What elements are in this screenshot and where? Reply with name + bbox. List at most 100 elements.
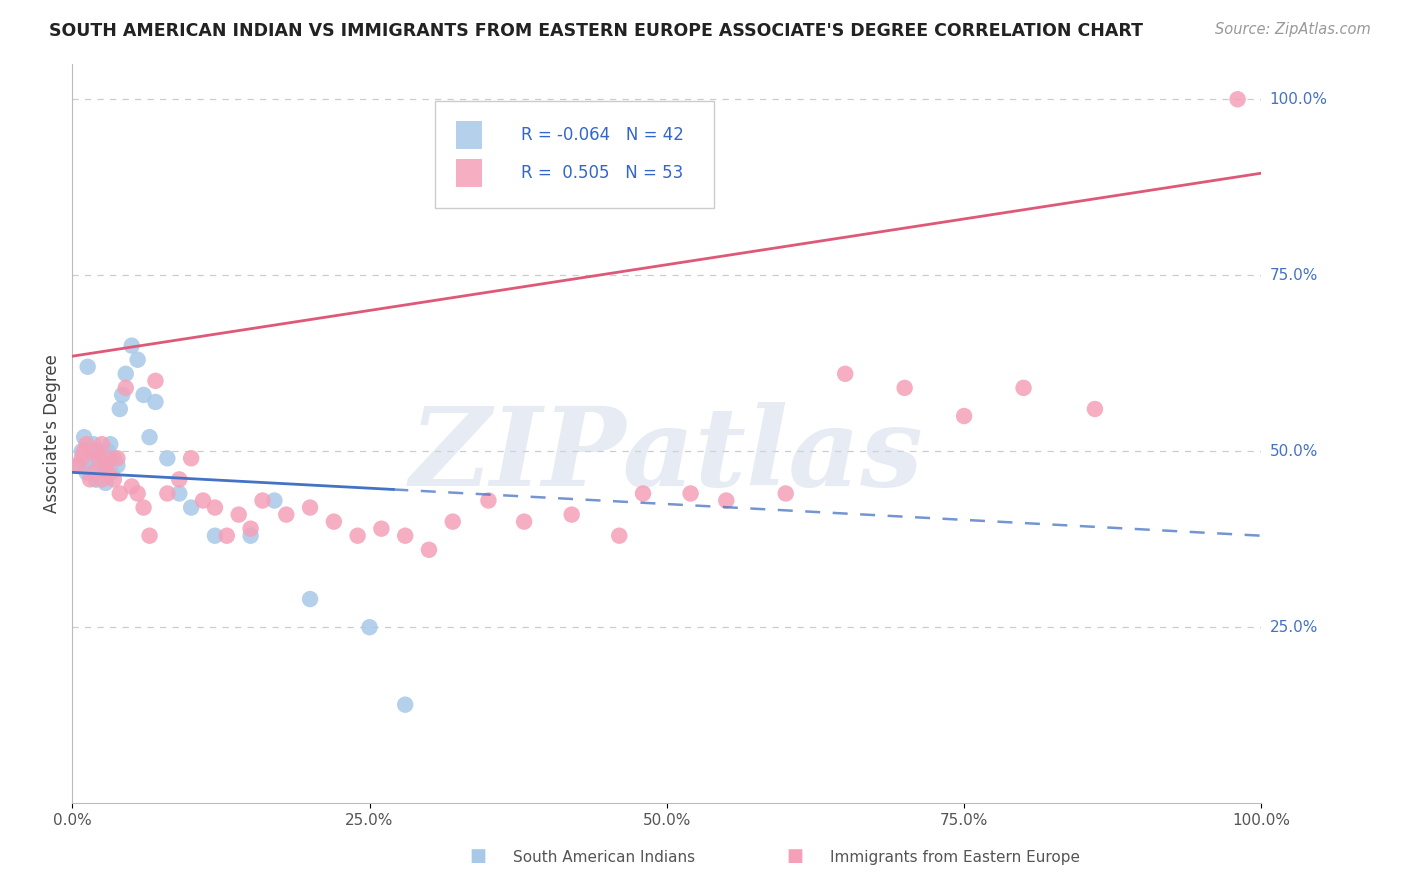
Text: 25.0%: 25.0% — [1270, 620, 1317, 635]
Point — [108, 402, 131, 417]
Point — [84, 472, 107, 486]
Point — [215, 529, 238, 543]
Point — [70, 444, 93, 458]
Point — [97, 466, 120, 480]
Point — [94, 458, 117, 473]
Point — [83, 451, 105, 466]
Point — [679, 486, 702, 500]
Point — [84, 444, 107, 458]
Text: 75.0%: 75.0% — [1270, 268, 1317, 283]
Point — [138, 430, 160, 444]
Point — [953, 409, 976, 423]
Point — [1226, 92, 1249, 106]
FancyBboxPatch shape — [457, 160, 482, 187]
Point — [107, 451, 129, 466]
Text: Source: ZipAtlas.com: Source: ZipAtlas.com — [1215, 22, 1371, 37]
Point — [121, 479, 143, 493]
Point — [97, 451, 120, 466]
Point — [775, 486, 797, 500]
Point — [394, 698, 416, 712]
Point — [103, 451, 125, 466]
Point — [167, 486, 190, 500]
Text: ■: ■ — [470, 847, 486, 865]
Point — [103, 472, 125, 486]
Point — [1012, 381, 1035, 395]
Point — [631, 486, 654, 500]
Point — [91, 466, 114, 480]
Point — [97, 444, 120, 458]
Point — [91, 472, 114, 486]
Point — [607, 529, 630, 543]
Point — [138, 529, 160, 543]
Text: South American Indians: South American Indians — [513, 850, 696, 865]
Point — [127, 486, 149, 500]
Point — [79, 458, 101, 473]
Text: Immigrants from Eastern Europe: Immigrants from Eastern Europe — [830, 850, 1080, 865]
Point — [76, 437, 98, 451]
Point — [180, 451, 202, 466]
Point — [834, 367, 856, 381]
Point — [893, 381, 915, 395]
Point — [73, 430, 96, 444]
Point — [79, 472, 101, 486]
Point — [1084, 402, 1107, 417]
Point — [73, 444, 96, 458]
Point — [299, 592, 322, 607]
Point — [94, 475, 117, 490]
Point — [98, 451, 121, 466]
Point — [89, 444, 111, 458]
FancyBboxPatch shape — [457, 121, 482, 149]
Point — [156, 451, 179, 466]
Point — [111, 388, 134, 402]
Point — [299, 500, 322, 515]
Point — [91, 437, 114, 451]
Point — [513, 515, 536, 529]
Point — [79, 466, 101, 480]
Text: 50.0%: 50.0% — [1270, 443, 1317, 458]
Point — [132, 388, 155, 402]
Point — [477, 493, 499, 508]
Point — [83, 437, 105, 451]
Point — [100, 466, 122, 480]
Point — [121, 338, 143, 352]
Point — [252, 493, 274, 508]
Point — [84, 472, 107, 486]
Point — [98, 437, 121, 451]
Point — [67, 458, 90, 473]
Point — [418, 542, 440, 557]
Point — [228, 508, 250, 522]
Point — [83, 466, 105, 480]
Text: R = -0.064   N = 42: R = -0.064 N = 42 — [520, 126, 683, 144]
FancyBboxPatch shape — [434, 101, 714, 208]
Point — [91, 462, 114, 476]
Point — [359, 620, 381, 634]
Text: ■: ■ — [786, 847, 803, 865]
Point — [91, 458, 114, 473]
Point — [716, 493, 738, 508]
Text: 100.0%: 100.0% — [1270, 92, 1327, 107]
Point — [145, 395, 167, 409]
Point — [204, 529, 226, 543]
Point — [108, 486, 131, 500]
Point — [87, 451, 110, 466]
Text: R =  0.505   N = 53: R = 0.505 N = 53 — [520, 164, 683, 183]
Point — [441, 515, 464, 529]
Point — [87, 451, 110, 466]
Point — [70, 451, 93, 466]
Point — [132, 500, 155, 515]
Point — [87, 466, 110, 480]
Point — [239, 529, 262, 543]
Point — [76, 359, 98, 374]
Point — [263, 493, 285, 508]
Y-axis label: Associate's Degree: Associate's Degree — [44, 354, 60, 513]
Text: ZIPatlas: ZIPatlas — [411, 402, 924, 509]
Point — [204, 500, 226, 515]
Point — [114, 367, 136, 381]
Point — [191, 493, 214, 508]
Point — [370, 522, 392, 536]
Point — [322, 515, 344, 529]
Point — [276, 508, 298, 522]
Point — [107, 458, 129, 473]
Point — [180, 500, 202, 515]
Point — [145, 374, 167, 388]
